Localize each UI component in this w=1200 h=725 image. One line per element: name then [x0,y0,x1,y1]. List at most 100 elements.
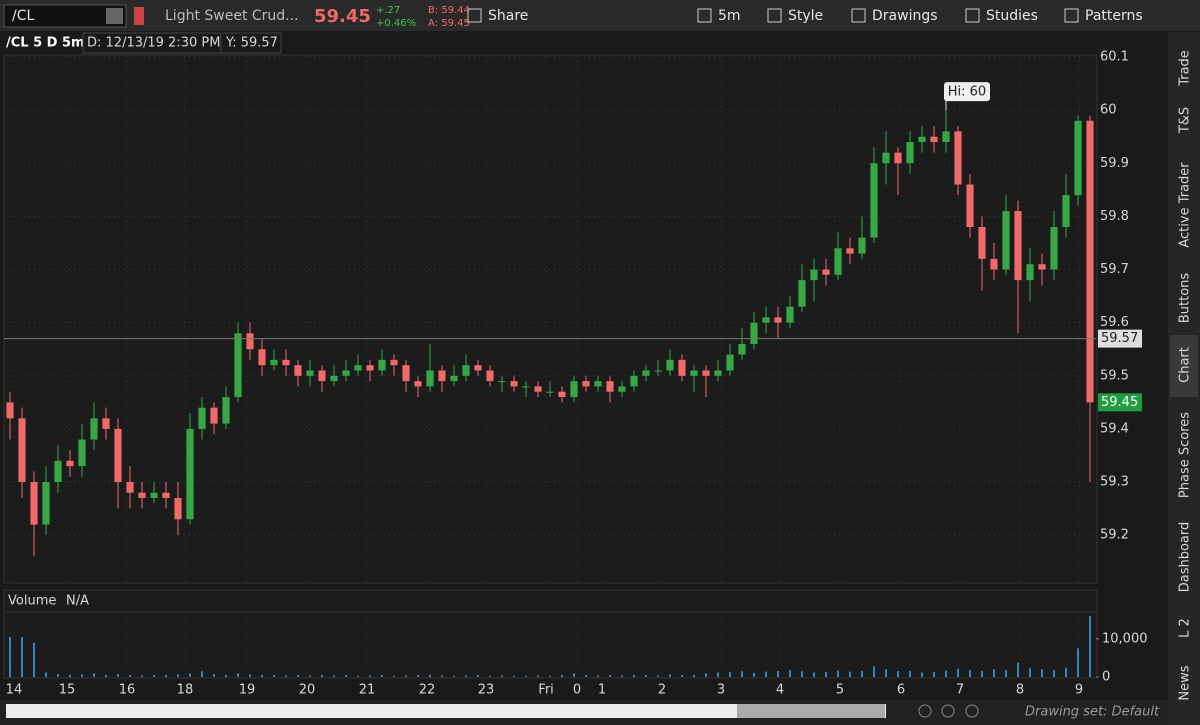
candle-body [786,306,794,323]
drawing-set[interactable]: Drawing set: Default [1025,705,1160,720]
volume-bar [261,674,263,677]
candle-body [714,370,722,376]
candle-body [870,163,878,238]
candle-body [894,152,902,164]
volume-bar [69,674,71,677]
annotation: Hi: 60 [948,85,986,100]
candle-body [426,370,434,387]
ask: A: 59.45 [428,18,470,29]
volume-bar [957,668,959,677]
x-tick-label: 23 [478,683,495,698]
toolbar-button[interactable]: Share [488,8,528,24]
volume-bar [921,672,923,677]
volume-bar [633,674,635,677]
volume-bar [489,675,491,677]
sidebar-tab[interactable]: Chart [1178,347,1193,383]
y-tick-label: 60 [1100,103,1117,118]
candle-body [474,365,482,371]
candle-body [726,354,734,371]
sidebar-tab[interactable]: Dashboard [1178,522,1193,593]
volume-bar [885,669,887,677]
volume-bar [177,674,179,677]
sidebar-tab[interactable]: Active Trader [1178,162,1193,248]
candle-body [642,370,650,376]
volume-bar [201,671,203,677]
symbol-box[interactable] [3,4,127,28]
toolbar-icon[interactable] [697,8,712,23]
last-price-label: 59.45 [1101,395,1138,410]
volume-bar [609,675,611,677]
x-tick-label: 7 [956,683,964,698]
volume-bar [453,675,455,677]
candle-body [702,370,710,376]
volume-bar [537,675,539,677]
volume-bar [501,675,503,677]
sidebar-tab[interactable]: News [1178,665,1193,700]
volume-bar [441,675,443,677]
toolbar-icon[interactable] [965,8,980,23]
zoom-in-icon[interactable] [941,704,955,718]
toolbar-icon[interactable] [467,8,482,23]
volume-bar [981,670,983,677]
sidebar-tab[interactable]: T&S [1178,107,1193,134]
zoom-icon[interactable] [918,704,932,718]
toolbar-icon[interactable] [767,8,782,23]
candle-body [198,407,206,429]
candle-body [222,397,230,424]
active-tab [1170,335,1198,397]
candle-body [570,381,578,398]
alert-icon[interactable] [134,7,144,25]
toolbar-button[interactable]: Studies [986,8,1038,24]
symbol-dropdown[interactable] [106,8,123,24]
y-tick-label: 59.5 [1100,368,1129,383]
sidebar-tab[interactable]: L 2 [1178,618,1193,638]
candle-body [678,359,686,376]
candle-body [738,343,746,355]
last-price: 59.45 [314,6,371,27]
candle-body [402,365,410,382]
x-tick-label: 4 [776,683,784,698]
volume-bar [729,672,731,677]
candle-body [390,359,398,366]
bid: B: 59.44 [428,5,470,16]
toolbar-icon[interactable] [851,8,866,23]
toolbar-icon[interactable] [1064,8,1079,23]
candle-body [1002,211,1010,270]
crosshair-badge [1098,329,1142,348]
toolbar [0,0,1200,31]
volume-bar [321,674,323,677]
x-tick-label: 19 [239,683,256,698]
volume-bar [717,672,719,677]
x-tick-label: 14 [6,683,23,698]
volume-bar [1029,668,1031,677]
chart-date: D: 12/13/19 2:30 PM [87,36,220,51]
sidebar-tab[interactable]: Phase Scores [1178,412,1193,498]
candle-body [630,375,638,387]
candle-body [966,184,974,228]
volume-bar [861,670,863,677]
x-tick-label: 0 [573,683,581,698]
volume-bar [933,672,935,677]
sidebar-tab[interactable]: Trade [1178,50,1193,87]
candle-body [666,359,674,371]
volume-bar [237,673,239,677]
volume-bar [21,636,23,677]
toolbar-button[interactable]: Patterns [1085,8,1143,24]
candle-body [690,370,698,376]
candle-body [882,152,890,164]
sidebar-tab[interactable]: Buttons [1178,273,1193,324]
toolbar-button[interactable]: Style [788,8,823,24]
candle-body [510,381,518,387]
candle-body [354,365,362,371]
scroll-thumb[interactable] [737,704,885,718]
volume-bar [561,674,563,677]
scrollbar[interactable] [6,704,886,718]
candle-body [546,391,554,393]
volume-bar [33,642,35,677]
candle-body [210,407,218,424]
zoom-out-icon[interactable] [965,704,979,718]
toolbar-button[interactable]: Drawings [872,8,938,24]
x-tick-label: Fri [538,683,554,698]
toolbar-button[interactable]: 5m [718,8,741,24]
candle-body [1026,264,1034,281]
